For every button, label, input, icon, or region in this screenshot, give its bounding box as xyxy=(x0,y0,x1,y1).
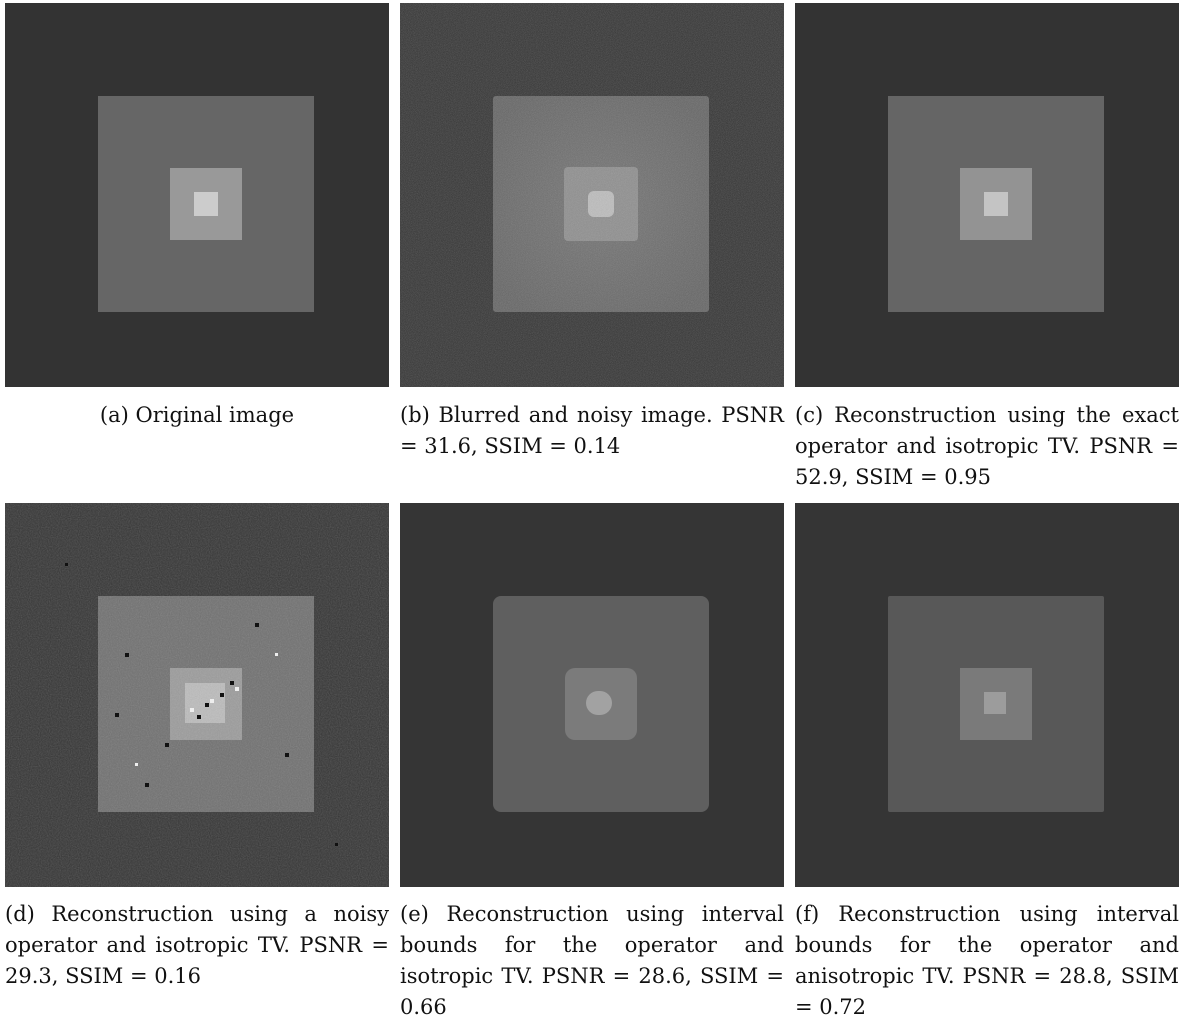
panel-b-image xyxy=(400,3,784,387)
inner-square xyxy=(586,691,612,715)
inner-square xyxy=(194,192,218,216)
noise-texture xyxy=(400,3,784,387)
inner-square xyxy=(984,692,1006,714)
noise-texture xyxy=(5,503,389,887)
panel-e-image xyxy=(400,503,784,887)
caption-d: (d) Reconstruction using a noisy operato… xyxy=(5,902,389,988)
panel-a-image xyxy=(5,3,389,387)
caption-f: (f) Reconstruction using interval bounds… xyxy=(795,902,1179,1019)
caption-c: (c) Reconstruction using the exact opera… xyxy=(795,403,1179,489)
panel-c-image xyxy=(795,3,1179,387)
panel-f-image xyxy=(795,503,1179,887)
caption-a: (a) Original image xyxy=(99,403,295,427)
caption-e: (e) Reconstruction using interval bounds… xyxy=(400,902,784,1019)
caption-b: (b) Blurred and noisy image. PSNR = 31.6… xyxy=(400,403,784,458)
inner-square xyxy=(984,192,1008,216)
panel-d-image xyxy=(5,503,389,887)
